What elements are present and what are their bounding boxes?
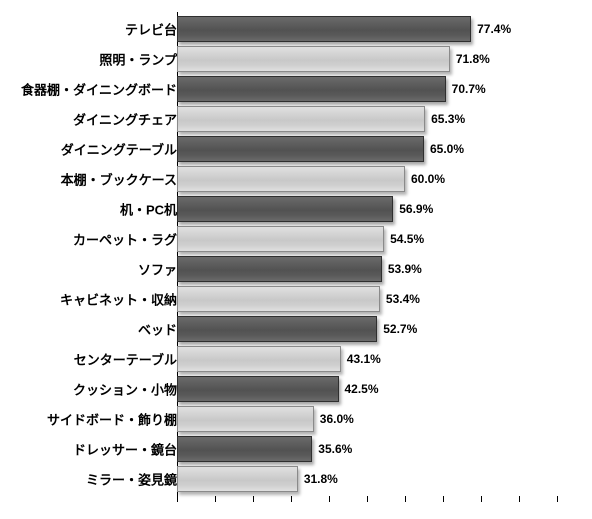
bar-value: 43.1% <box>347 352 381 366</box>
bar-label: センターテーブル <box>74 350 177 369</box>
bar <box>177 346 341 372</box>
bar-row: ドレッサー・鏡台 35.6% <box>0 434 592 464</box>
bar-row: サイドボード・飾り棚 36.0% <box>0 404 592 434</box>
bar <box>177 316 377 342</box>
x-axis-tick <box>215 496 216 502</box>
bar-label: 照明・ランプ <box>99 50 177 69</box>
bar-row: ミラー・姿見鏡 31.8% <box>0 464 592 494</box>
x-axis-tick <box>177 496 178 502</box>
bar-track: 52.7% <box>177 314 557 344</box>
bar <box>177 76 446 102</box>
bar-value: 56.9% <box>399 202 433 216</box>
horizontal-bar-chart: テレビ台 77.4% 照明・ランプ 71.8% 食器棚・ダイニングボード 70.7% ダイニ… <box>0 0 592 519</box>
bar-track: 65.0% <box>177 134 557 164</box>
x-axis-tick <box>367 496 368 502</box>
bar-label: ミラー・姿見鏡 <box>86 470 177 489</box>
bar-row: 机・PC机 56.9% <box>0 194 592 224</box>
bar <box>177 196 393 222</box>
bar-label: クッション・小物 <box>73 380 177 399</box>
x-axis-tick <box>519 496 520 502</box>
bar-row: ダイニングテーブル 65.0% <box>0 134 592 164</box>
bar-value: 65.3% <box>431 112 465 126</box>
x-axis-tick <box>329 496 330 502</box>
bar-label: 食器棚・ダイニングボード <box>21 80 177 99</box>
bar-track: 53.4% <box>177 284 557 314</box>
x-axis-tick <box>405 496 406 502</box>
bar-label: ドレッサー・鏡台 <box>73 440 177 459</box>
bar-value: 53.4% <box>386 292 420 306</box>
bar-track: 70.7% <box>177 74 557 104</box>
bar-track: 60.0% <box>177 164 557 194</box>
bar <box>177 106 425 132</box>
bar-track: 77.4% <box>177 14 557 44</box>
bar-row: 食器棚・ダイニングボード 70.7% <box>0 74 592 104</box>
bar-value: 60.0% <box>411 172 445 186</box>
bar <box>177 166 405 192</box>
bar-row: ダイニングチェア 65.3% <box>0 104 592 134</box>
bar-track: 53.9% <box>177 254 557 284</box>
bar-row: ベッド 52.7% <box>0 314 592 344</box>
bar-value: 70.7% <box>452 82 486 96</box>
x-axis-tick <box>443 496 444 502</box>
bar-label: サイドボード・飾り棚 <box>47 410 177 429</box>
bar-row: ソファ 53.9% <box>0 254 592 284</box>
bar-track: 56.9% <box>177 194 557 224</box>
bar <box>177 226 384 252</box>
bar-track: 43.1% <box>177 344 557 374</box>
bar <box>177 46 450 72</box>
bar-track: 65.3% <box>177 104 557 134</box>
bar-value: 35.6% <box>318 442 352 456</box>
bar-label: ベッド <box>138 320 177 339</box>
bar <box>177 406 314 432</box>
bar-row: 本棚・ブックケース 60.0% <box>0 164 592 194</box>
bar-track: 42.5% <box>177 374 557 404</box>
bar-track: 54.5% <box>177 224 557 254</box>
bar-track: 36.0% <box>177 404 557 434</box>
bar <box>177 16 471 42</box>
bar-label: ソファ <box>138 260 177 279</box>
bar <box>177 436 312 462</box>
bar-label: 机・PC机 <box>120 200 177 219</box>
bar-track: 71.8% <box>177 44 557 74</box>
bar <box>177 466 298 492</box>
bar-value: 54.5% <box>390 232 424 246</box>
bar-label: 本棚・ブックケース <box>61 170 177 189</box>
x-axis-tick <box>291 496 292 502</box>
x-axis-tick <box>481 496 482 502</box>
x-axis-tick <box>253 496 254 502</box>
bar <box>177 136 424 162</box>
bar-track: 31.8% <box>177 464 557 494</box>
bar <box>177 256 382 282</box>
bar-label: ダイニングテーブル <box>61 140 177 159</box>
bar-label: キャビネット・収納 <box>60 290 177 309</box>
bar-value: 53.9% <box>388 262 422 276</box>
bar-value: 77.4% <box>477 22 511 36</box>
bar <box>177 376 339 402</box>
bar-value: 52.7% <box>383 322 417 336</box>
bar-row: キャビネット・収納 53.4% <box>0 284 592 314</box>
bar <box>177 286 380 312</box>
bar-row: センターテーブル 43.1% <box>0 344 592 374</box>
bar-value: 71.8% <box>456 52 490 66</box>
bar-value: 36.0% <box>320 412 354 426</box>
bar-label: テレビ台 <box>125 20 177 39</box>
bar-label: カーペット・ラグ <box>73 230 177 249</box>
bar-row: テレビ台 77.4% <box>0 14 592 44</box>
bar-value: 31.8% <box>304 472 338 486</box>
bar-row: カーペット・ラグ 54.5% <box>0 224 592 254</box>
bar-row: クッション・小物 42.5% <box>0 374 592 404</box>
bar-label: ダイニングチェア <box>73 110 177 129</box>
bar-row: 照明・ランプ 71.8% <box>0 44 592 74</box>
x-axis-tick <box>557 496 558 502</box>
bar-track: 35.6% <box>177 434 557 464</box>
bar-value: 42.5% <box>345 382 379 396</box>
bar-value: 65.0% <box>430 142 464 156</box>
